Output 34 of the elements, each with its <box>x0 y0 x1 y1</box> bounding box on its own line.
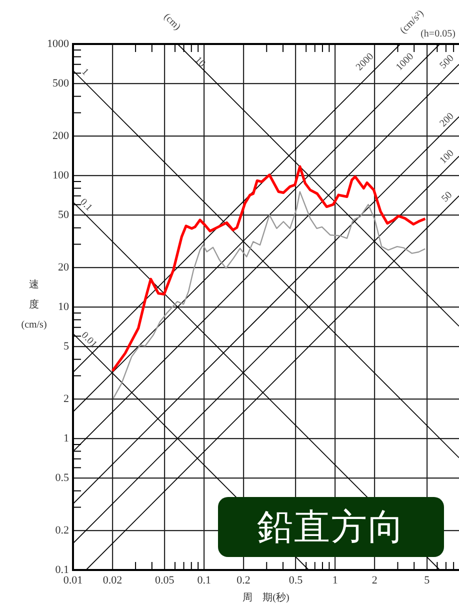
x-tick-label: 0.01 <box>63 574 83 586</box>
x-tick-label: 1 <box>332 574 338 586</box>
y-tick-label: 20 <box>58 261 70 274</box>
y-tick-label: 0.1 <box>55 564 69 576</box>
annotation: 100 <box>438 148 456 166</box>
annotation: 500 <box>438 52 456 72</box>
annotation: 1 <box>79 66 91 78</box>
y-tick-label: 1000 <box>47 38 70 50</box>
y-tick-label: 100 <box>52 169 70 182</box>
y-tick-label: 0.5 <box>55 472 70 484</box>
x-tick-label: 5 <box>424 574 430 586</box>
y-tick-label: 5 <box>64 340 70 352</box>
y-tick-label: 500 <box>52 77 70 90</box>
x-tick-label: 0.5 <box>288 574 304 586</box>
x-tick-label: 2 <box>372 574 378 586</box>
y-tick-label: 50 <box>58 208 70 221</box>
annotation: 鉛直方向 <box>218 497 444 557</box>
y-tick-label: 200 <box>52 130 70 142</box>
x-tick-label: 0.05 <box>155 574 175 586</box>
x-tick-label: 0.02 <box>102 574 122 586</box>
annotation: 50 <box>440 190 455 205</box>
y-axis-title: 速度(cm/s) <box>21 278 47 331</box>
x-axis-title: 周 期(秒) <box>242 592 290 604</box>
text: (cm) <box>161 12 182 33</box>
annotation: 0.1 <box>78 196 94 214</box>
annotation: 10 <box>192 54 208 70</box>
x-tick-label: 0.2 <box>236 574 250 586</box>
y-tick-label: 10 <box>58 300 70 313</box>
annotation: 200 <box>438 110 456 130</box>
annotation: 0.01 <box>78 330 99 350</box>
x-tick-label: 0.1 <box>197 574 211 586</box>
y-tick-label: 1 <box>64 432 69 444</box>
y-tick-label: 0.2 <box>55 524 69 536</box>
y-tick-label: 2 <box>64 392 69 405</box>
